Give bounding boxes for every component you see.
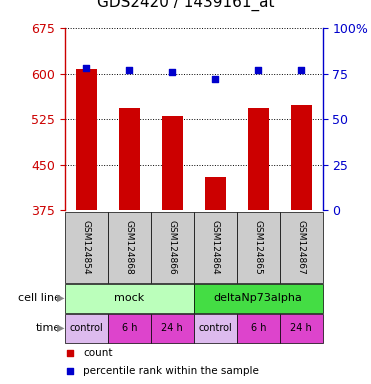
Text: 24 h: 24 h	[161, 323, 183, 333]
Point	[67, 350, 73, 356]
Point	[67, 368, 73, 374]
Point	[298, 67, 304, 73]
Text: mock: mock	[114, 293, 145, 303]
Bar	[162, 116, 183, 210]
Text: percentile rank within the sample: percentile rank within the sample	[83, 366, 259, 376]
Bar	[119, 108, 140, 210]
Point	[255, 67, 261, 73]
Text: ▶: ▶	[57, 293, 64, 303]
Text: GSM124854: GSM124854	[82, 220, 91, 275]
Bar	[237, 212, 280, 283]
Bar	[151, 212, 194, 283]
Bar	[194, 212, 237, 283]
Bar	[108, 314, 151, 343]
Text: GSM124867: GSM124867	[297, 220, 306, 275]
Bar	[65, 314, 108, 343]
Bar	[108, 212, 151, 283]
Text: 24 h: 24 h	[290, 323, 312, 333]
Bar	[280, 314, 323, 343]
Bar	[194, 314, 237, 343]
Point	[127, 67, 132, 73]
Point	[170, 69, 175, 75]
Text: time: time	[36, 323, 61, 333]
Text: cell line: cell line	[18, 293, 61, 303]
Bar	[65, 212, 108, 283]
Bar	[151, 314, 194, 343]
Bar	[76, 69, 97, 210]
Text: GSM124865: GSM124865	[254, 220, 263, 275]
Bar	[204, 177, 226, 210]
Text: 6 h: 6 h	[250, 323, 266, 333]
Text: GSM124864: GSM124864	[211, 220, 220, 275]
Text: GDS2420 / 1439161_at: GDS2420 / 1439161_at	[97, 0, 274, 11]
Bar	[237, 314, 280, 343]
Text: GSM124868: GSM124868	[125, 220, 134, 275]
Bar	[65, 284, 194, 313]
Bar	[290, 105, 312, 210]
Bar	[194, 284, 323, 313]
Text: control: control	[198, 323, 232, 333]
Text: count: count	[83, 348, 112, 358]
Bar	[247, 108, 269, 210]
Bar	[280, 212, 323, 283]
Point	[83, 65, 89, 71]
Text: ▶: ▶	[57, 323, 64, 333]
Text: deltaNp73alpha: deltaNp73alpha	[214, 293, 303, 303]
Text: control: control	[69, 323, 103, 333]
Text: GSM124866: GSM124866	[168, 220, 177, 275]
Text: 6 h: 6 h	[122, 323, 137, 333]
Point	[212, 76, 218, 82]
